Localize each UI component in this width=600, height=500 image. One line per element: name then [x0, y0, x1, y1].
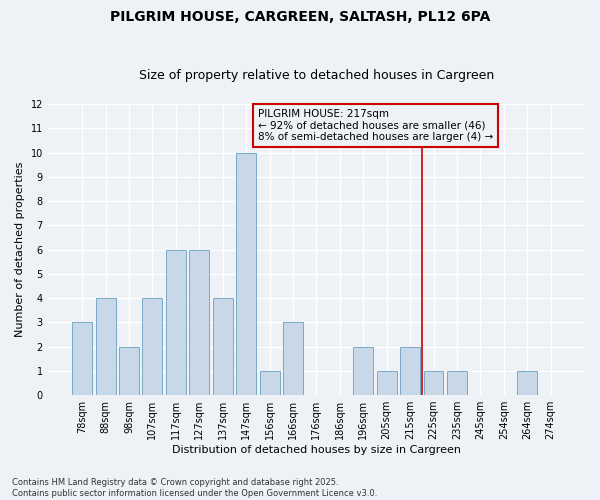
Bar: [236, 152, 256, 395]
Bar: [142, 298, 163, 395]
Bar: [119, 346, 139, 395]
Text: PILGRIM HOUSE: 217sqm
← 92% of detached houses are smaller (46)
8% of semi-detac: PILGRIM HOUSE: 217sqm ← 92% of detached …: [258, 109, 493, 142]
Bar: [166, 250, 186, 395]
Bar: [353, 346, 373, 395]
Bar: [377, 371, 397, 395]
Text: PILGRIM HOUSE, CARGREEN, SALTASH, PL12 6PA: PILGRIM HOUSE, CARGREEN, SALTASH, PL12 6…: [110, 10, 490, 24]
Bar: [447, 371, 467, 395]
Title: Size of property relative to detached houses in Cargreen: Size of property relative to detached ho…: [139, 69, 494, 82]
X-axis label: Distribution of detached houses by size in Cargreen: Distribution of detached houses by size …: [172, 445, 461, 455]
Text: Contains HM Land Registry data © Crown copyright and database right 2025.
Contai: Contains HM Land Registry data © Crown c…: [12, 478, 377, 498]
Bar: [260, 371, 280, 395]
Bar: [424, 371, 443, 395]
Bar: [95, 298, 116, 395]
Bar: [400, 346, 420, 395]
Bar: [72, 322, 92, 395]
Y-axis label: Number of detached properties: Number of detached properties: [15, 162, 25, 337]
Bar: [190, 250, 209, 395]
Bar: [517, 371, 537, 395]
Bar: [283, 322, 303, 395]
Bar: [213, 298, 233, 395]
